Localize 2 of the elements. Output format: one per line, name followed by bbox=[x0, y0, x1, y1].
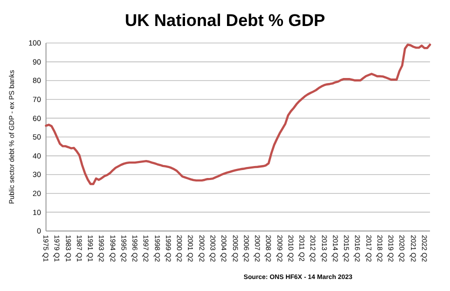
line-series bbox=[44, 44, 432, 186]
chart-title: UK National Debt % GDP bbox=[124, 11, 326, 30]
